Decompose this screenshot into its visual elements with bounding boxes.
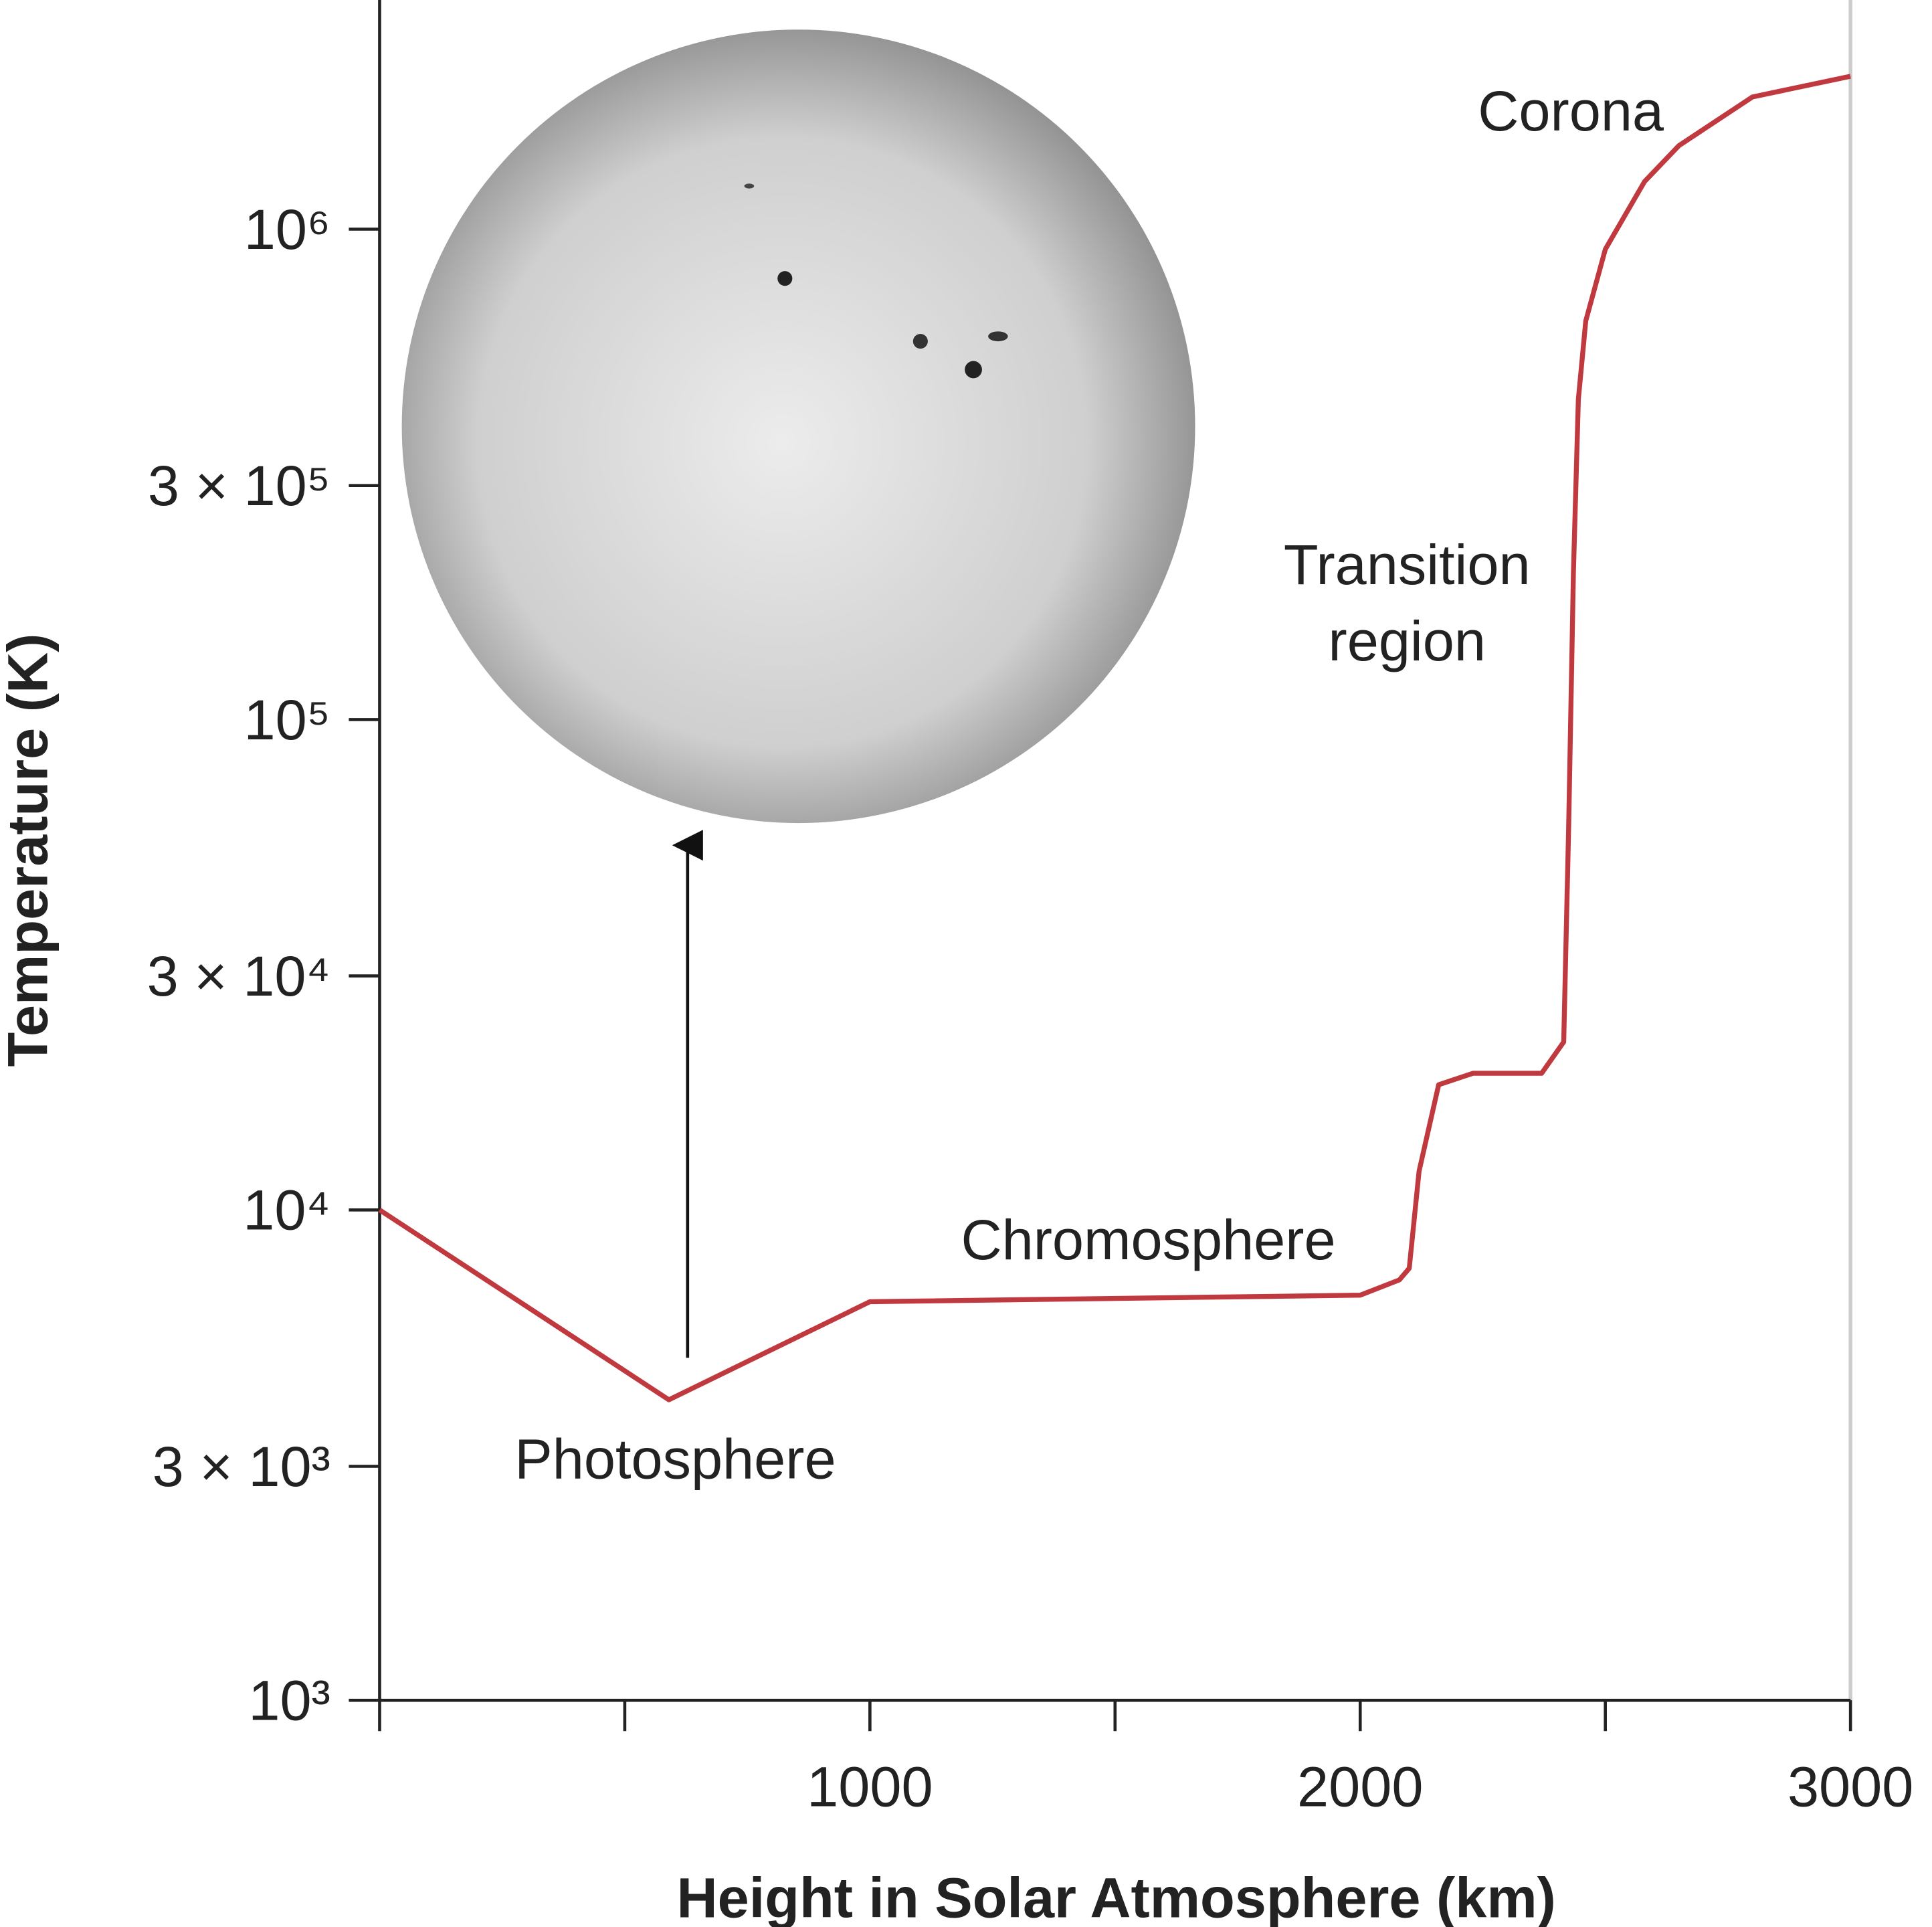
sun-image xyxy=(401,29,1195,824)
annotation: Photosphere xyxy=(514,1427,836,1491)
annotation: Transition xyxy=(1284,533,1531,596)
y-tick-label: 3 × 10⁵ xyxy=(148,454,330,517)
x-tick-label: 2000 xyxy=(1297,1755,1423,1819)
y-tick-label: 10⁴ xyxy=(243,1178,330,1242)
y-axis-label: Temperature (K) xyxy=(0,634,59,1067)
y-tick-label: 10⁵ xyxy=(244,688,330,751)
x-tick-label: 3000 xyxy=(1788,1755,1913,1819)
y-tick-label: 10³ xyxy=(248,1669,330,1732)
annotation: Corona xyxy=(1478,79,1664,143)
y-tick-label: 3 × 10³ xyxy=(153,1435,330,1498)
x-axis-label: Height in Solar Atmosphere (km) xyxy=(676,1865,1555,1927)
annotation: Chromosphere xyxy=(961,1208,1335,1271)
x-tick-label: 1000 xyxy=(807,1755,933,1819)
annotation: region xyxy=(1329,609,1486,672)
data-line xyxy=(378,74,1851,1402)
y-tick-label: 10⁶ xyxy=(244,197,330,261)
y-tick-label: 3 × 10⁴ xyxy=(147,944,330,1008)
